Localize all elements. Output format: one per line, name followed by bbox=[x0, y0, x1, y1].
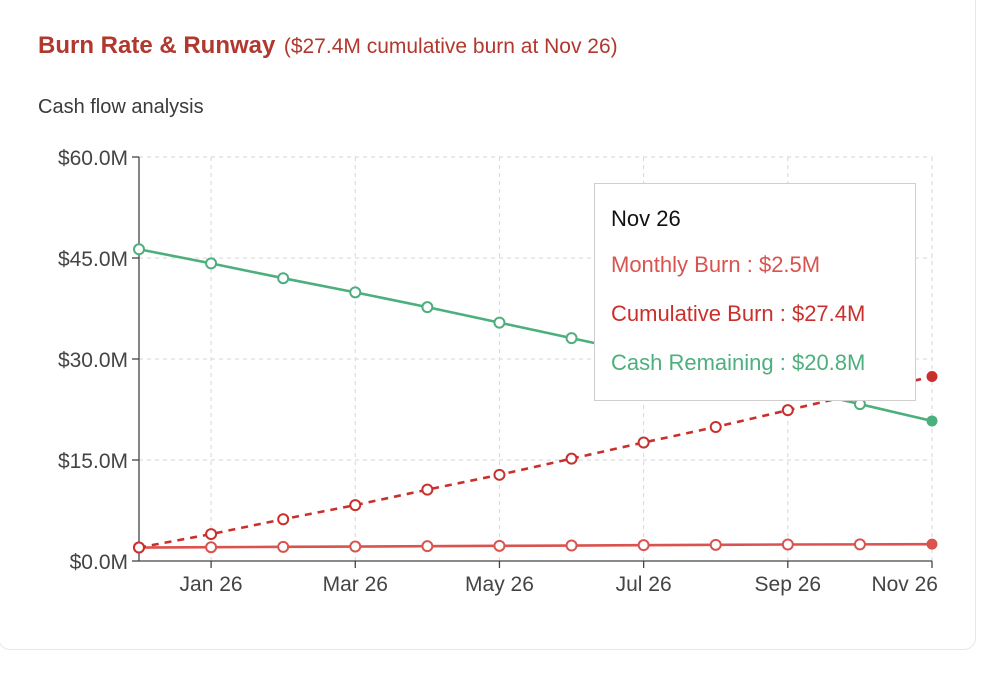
data-point-cash-remaining bbox=[567, 333, 577, 343]
tooltip-cumulative-burn: Cumulative Burn : $27.4M bbox=[611, 301, 865, 327]
series-line-monthly-burn bbox=[139, 544, 932, 547]
y-tick-label: $45.0M bbox=[58, 248, 128, 271]
y-tick-label: $0.0M bbox=[70, 551, 128, 574]
x-tick-label: Mar 26 bbox=[323, 573, 388, 596]
data-point-monthly-burn bbox=[350, 542, 360, 552]
data-point-cash-remaining bbox=[134, 244, 144, 254]
data-point-monthly-burn bbox=[567, 541, 577, 551]
chart-tooltip: Nov 26 Monthly Burn : $2.5M Cumulative B… bbox=[594, 183, 916, 401]
x-tick-label: Nov 26 bbox=[871, 573, 938, 596]
data-point-cumulative-burn bbox=[567, 454, 577, 464]
data-point-monthly-burn bbox=[783, 540, 793, 550]
data-point-cash-remaining bbox=[350, 287, 360, 297]
data-point-cumulative-burn bbox=[350, 500, 360, 510]
data-point-cumulative-burn bbox=[134, 543, 144, 553]
y-tick-label: $60.0M bbox=[58, 147, 128, 170]
data-point-cumulative-burn bbox=[422, 485, 432, 495]
data-point-cash-remaining bbox=[494, 318, 504, 328]
y-tick-label: $15.0M bbox=[58, 450, 128, 473]
data-point-monthly-burn bbox=[928, 540, 937, 549]
data-point-monthly-burn bbox=[855, 539, 865, 549]
data-point-cash-remaining bbox=[928, 416, 937, 425]
x-tick-label: May 26 bbox=[465, 573, 534, 596]
data-point-cumulative-burn bbox=[928, 372, 937, 381]
data-point-cumulative-burn bbox=[278, 514, 288, 524]
data-point-monthly-burn bbox=[422, 541, 432, 551]
data-point-monthly-burn bbox=[711, 540, 721, 550]
data-point-cash-remaining bbox=[278, 273, 288, 283]
tooltip-title: Nov 26 bbox=[611, 206, 681, 232]
data-point-monthly-burn bbox=[639, 540, 649, 550]
data-point-cumulative-burn bbox=[783, 405, 793, 415]
tooltip-monthly-burn: Monthly Burn : $2.5M bbox=[611, 252, 820, 278]
data-point-monthly-burn bbox=[278, 542, 288, 552]
data-point-cumulative-burn bbox=[639, 437, 649, 447]
tooltip-cash-remaining: Cash Remaining : $20.8M bbox=[611, 350, 865, 376]
x-tick-label: Sep 26 bbox=[755, 573, 822, 596]
series-line-cumulative-burn bbox=[139, 377, 932, 548]
x-tick-label: Jan 26 bbox=[180, 573, 243, 596]
data-point-cash-remaining bbox=[206, 258, 216, 268]
data-point-monthly-burn bbox=[206, 542, 216, 552]
y-tick-label: $30.0M bbox=[58, 349, 128, 372]
data-point-cumulative-burn bbox=[494, 470, 504, 480]
data-point-cash-remaining bbox=[422, 302, 432, 312]
data-point-monthly-burn bbox=[494, 541, 504, 551]
data-point-cumulative-burn bbox=[711, 422, 721, 432]
x-tick-label: Jul 26 bbox=[616, 573, 672, 596]
data-point-cumulative-burn bbox=[206, 529, 216, 539]
